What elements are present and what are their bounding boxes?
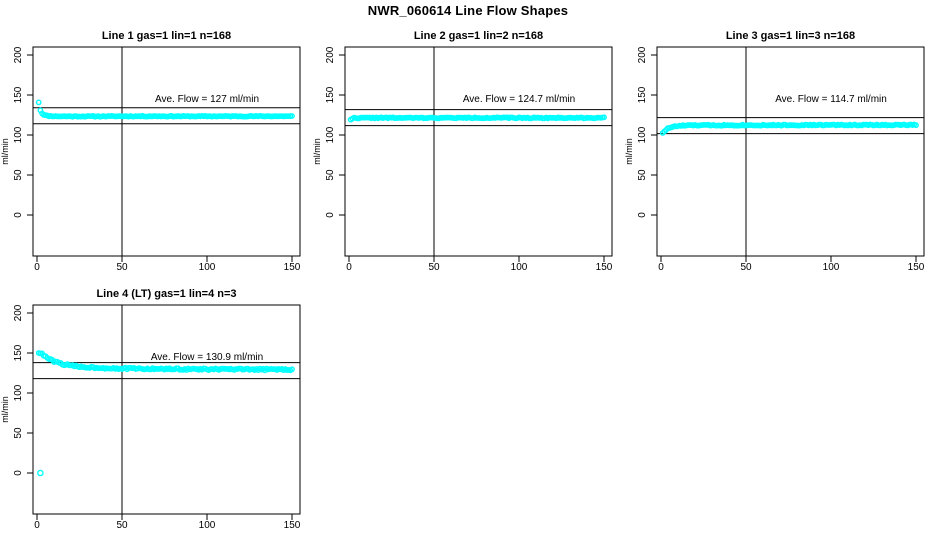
panel-canvas: Line 2 gas=1 lin=2 n=168 0 50 100 150 0 50 100 1… (312, 30, 613, 273)
subplot-line-2: Line 2 gas=1 lin=2 n=168 0 50 100 150 0 50 100 1… (312, 25, 624, 282)
x-tick-label: 100 (199, 262, 216, 273)
x-tick-label: 50 (428, 262, 440, 273)
plot-box (32, 46, 301, 257)
x-tick-label: 150 (284, 262, 301, 273)
y-tick-label: 50 (13, 427, 24, 439)
plot-box (344, 46, 613, 257)
data-series (659, 121, 919, 136)
data-point (289, 113, 295, 119)
figure-title: NWR_060614 Line Flow Shapes (367, 3, 569, 18)
data-series (347, 114, 607, 123)
panel-canvas: Line 3 gas=1 lin=3 n=168 0 50 100 150 0 50 100 1… (624, 30, 925, 273)
data-point (913, 122, 919, 129)
panel-title: Line 4 (LT) gas=1 lin=4 n=3 (96, 288, 236, 300)
x-tick-label: 100 (511, 262, 528, 273)
x-tick-label: 100 (823, 262, 840, 273)
y-tick-label: 100 (13, 126, 24, 143)
y-axis-unit-label: ml/min (624, 138, 634, 165)
x-tick-label: 150 (596, 262, 613, 273)
y-tick-label: 150 (13, 344, 24, 361)
y-tick-label: 100 (325, 126, 336, 143)
ave-flow-annotation: Ave. Flow = 127 ml/min (155, 94, 259, 105)
y-tick-label: 200 (13, 304, 24, 321)
y-tick-label: 200 (637, 46, 648, 63)
panel-title: Line 2 gas=1 lin=2 n=168 (414, 30, 543, 42)
data-point (35, 99, 42, 106)
y-tick-label: 150 (13, 86, 24, 103)
x-tick-label: 50 (740, 262, 752, 273)
x-tick-label: 50 (116, 262, 128, 273)
data-series (35, 350, 295, 477)
ave-flow-annotation: Ave. Flow = 114.7 ml/min (775, 94, 887, 105)
data-series (35, 99, 295, 120)
panel-canvas: Line 1 gas=1 lin=1 n=168 0 50 100 150 0 50 100 1… (0, 30, 301, 273)
data-point (289, 366, 295, 373)
x-tick-label: 100 (199, 520, 216, 531)
y-tick-label: 0 (13, 470, 24, 476)
x-tick-label: 150 (284, 520, 301, 531)
plot-box (32, 304, 301, 515)
x-tick-label: 150 (908, 262, 925, 273)
outlier-data-point (37, 469, 44, 477)
panel-canvas: Line 4 (LT) gas=1 lin=4 n=3 0 50 100 150 0 50 1… (0, 288, 301, 531)
y-tick-label: 100 (13, 384, 24, 401)
y-tick-label: 0 (13, 212, 24, 218)
y-tick-label: 50 (13, 169, 24, 181)
y-tick-label: 100 (637, 126, 648, 143)
y-tick-label: 150 (325, 86, 336, 103)
subplot-line-4: Line 4 (LT) gas=1 lin=4 n=3 0 50 100 150 0 50 1… (0, 283, 312, 540)
y-tick-label: 0 (637, 212, 648, 218)
x-tick-label: 50 (116, 520, 128, 531)
y-tick-label: 50 (637, 169, 648, 181)
y-axis-unit-label: ml/min (312, 138, 322, 165)
y-tick-label: 150 (637, 86, 648, 103)
y-axis-unit-label: ml/min (0, 396, 10, 423)
y-axis-unit-label: ml/min (0, 138, 10, 165)
ave-flow-annotation: Ave. Flow = 130.9 ml/min (151, 352, 263, 363)
x-tick-label: 0 (34, 262, 40, 273)
y-tick-label: 200 (13, 46, 24, 63)
subplot-line-3: Line 3 gas=1 lin=3 n=168 0 50 100 150 0 50 100 1… (624, 25, 936, 282)
plot-box (656, 46, 925, 257)
x-tick-label: 0 (346, 262, 352, 273)
y-tick-label: 50 (325, 169, 336, 181)
x-tick-label: 0 (34, 520, 40, 531)
y-tick-label: 0 (325, 212, 336, 218)
ave-flow-annotation: Ave. Flow = 124.7 ml/min (463, 94, 575, 105)
subplot-line-1: Line 1 gas=1 lin=1 n=168 0 50 100 150 0 50 100 1… (0, 25, 312, 282)
data-point (601, 114, 607, 121)
y-tick-label: 200 (325, 46, 336, 63)
panel-title: Line 1 gas=1 lin=1 n=168 (102, 30, 231, 42)
x-tick-label: 0 (658, 262, 664, 273)
panel-title: Line 3 gas=1 lin=3 n=168 (726, 30, 855, 42)
